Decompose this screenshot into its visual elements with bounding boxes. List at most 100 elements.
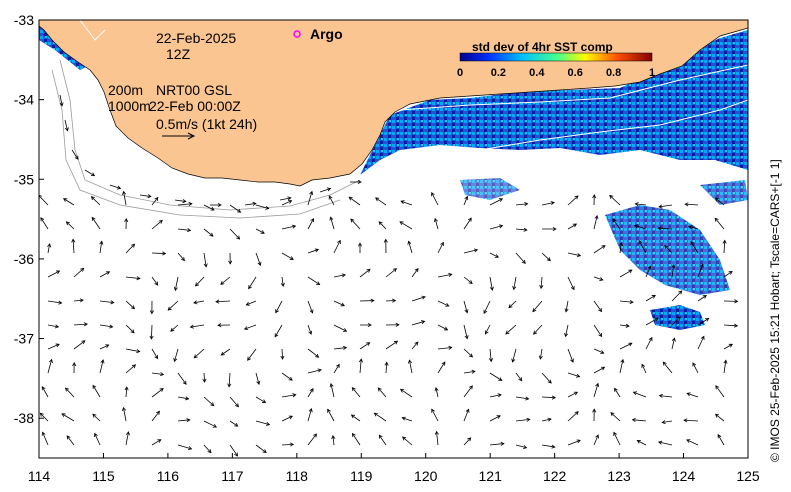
current-arrow [203, 204, 215, 211]
current-arrow-head [367, 322, 372, 328]
current-arrow [411, 320, 425, 326]
current-arrow [641, 364, 647, 374]
current-arrow [463, 217, 472, 230]
current-arrow-head [572, 223, 578, 228]
current-arrow [123, 191, 127, 206]
current-arrow-head [684, 202, 689, 207]
current-arrow [609, 195, 621, 206]
current-arrow-head [366, 342, 371, 346]
shelf-current-arrow [64, 119, 68, 131]
current-arrow-head [215, 299, 220, 304]
current-arrow [463, 276, 473, 284]
current-arrow [281, 252, 294, 260]
current-arrow [47, 300, 62, 304]
current-arrow-head [181, 256, 185, 262]
current-arrow [540, 276, 543, 289]
current-arrow-head [130, 305, 136, 310]
current-arrow [671, 290, 683, 302]
current-vectors [39, 94, 739, 457]
current-arrow-head [671, 337, 676, 342]
current-arrow [151, 324, 153, 339]
current-arrow [91, 196, 101, 206]
current-arrow-head [524, 202, 529, 207]
current-arrow-head [350, 414, 356, 419]
current-arrow-head [552, 226, 557, 232]
current-arrow-head [158, 219, 163, 224]
current-arrow-head [421, 320, 426, 325]
current-arrow-head [734, 323, 739, 328]
current-arrow [463, 409, 469, 422]
copyright-footer: © IMOS 25-Feb-2025 15:21 Hobart; Tscale=… [768, 159, 782, 462]
current-arrow [567, 391, 578, 398]
shelf-current-arrow-head [326, 187, 332, 192]
current-arrow-head [400, 200, 405, 205]
current-arrow-head [309, 309, 314, 314]
shelf-current-arrow-head [357, 179, 362, 185]
current-arrow-head [629, 299, 634, 305]
current-arrow-head [157, 439, 162, 443]
current-arrow [330, 383, 335, 398]
current-arrow [565, 300, 569, 312]
current-arrow-head [393, 340, 399, 345]
product-time-label: 22-Feb 00:00Z [149, 98, 241, 114]
current-arrow-head [484, 330, 489, 335]
current-arrow-head [99, 240, 104, 245]
current-arrow-head [576, 373, 581, 378]
current-arrow [508, 300, 517, 308]
current-arrow [619, 300, 634, 303]
current-arrow [348, 196, 361, 206]
current-arrow-head [288, 415, 294, 420]
colorbar-tick-label: 1 [649, 67, 655, 79]
current-arrow [715, 197, 725, 206]
current-arrow [513, 276, 517, 290]
current-arrow [645, 295, 656, 302]
current-arrow-head [414, 341, 419, 346]
current-arrow [177, 444, 192, 450]
current-arrow-head [468, 385, 473, 390]
current-arrow [177, 252, 185, 261]
current-arrow [255, 420, 270, 425]
depth-200-label: 200m [108, 82, 144, 98]
current-arrow-head [210, 402, 215, 407]
current-arrow [151, 252, 166, 254]
current-arrow [541, 418, 552, 422]
current-arrow-head [72, 362, 77, 367]
current-arrow-head [185, 396, 190, 401]
current-arrow [515, 252, 526, 264]
current-arrow-head [574, 195, 579, 200]
x-tick-label: 118 [286, 468, 309, 484]
x-tick-label: 122 [543, 468, 567, 484]
current-arrow-head [105, 344, 110, 349]
x-tick-label: 115 [92, 468, 115, 484]
current-arrow [244, 324, 257, 330]
current-arrow-head [309, 388, 314, 393]
current-arrow [72, 239, 75, 254]
current-arrow [125, 324, 135, 334]
current-arrow-head [131, 243, 136, 248]
current-arrow [565, 324, 569, 337]
current-arrow-head [399, 221, 404, 226]
current-arrow [541, 396, 556, 399]
current-arrow-head [122, 406, 127, 412]
current-arrow-head [488, 358, 493, 363]
current-arrow-head [342, 345, 348, 350]
current-arrow-head [337, 239, 341, 245]
current-arrow-head [256, 380, 261, 386]
current-arrow-head [714, 197, 719, 202]
current-arrow [307, 300, 313, 314]
current-arrow-head [658, 204, 663, 209]
current-arrow [645, 317, 659, 326]
current-arrow-head [80, 267, 85, 272]
current-arrow [92, 413, 101, 422]
current-arrow-head [341, 273, 346, 278]
current-arrow-head [63, 198, 68, 202]
current-arrow [697, 295, 707, 302]
current-arrow-head [431, 191, 435, 197]
current-arrow-head [309, 190, 314, 196]
current-arrow-head [595, 434, 599, 439]
current-arrow-head [92, 384, 97, 389]
current-arrow [203, 252, 207, 267]
shelf-current-arrow-head [287, 196, 292, 201]
current-arrow [281, 443, 294, 446]
current-arrow [41, 386, 49, 398]
